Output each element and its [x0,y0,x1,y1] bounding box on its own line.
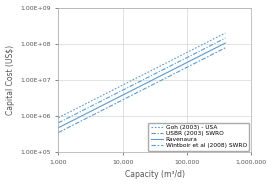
Goh (2003) - USA [123,83,126,85]
Ravenaura [177,65,181,68]
USBR (2003) SWRO [162,68,165,71]
Wintboir et al (2008) SWRO [123,98,126,100]
Goh (2003) - USA [77,106,80,109]
USBR (2003) SWRO [177,60,181,63]
Y-axis label: Capital Cost (US$): Capital Cost (US$) [5,45,15,115]
Goh (2003) - USA [162,63,165,65]
X-axis label: Capacity (m³/d): Capacity (m³/d) [125,170,185,179]
Goh (2003) - USA [224,32,227,34]
Line: Goh (2003) - USA: Goh (2003) - USA [58,33,225,118]
Line: Wintboir et al (2008) SWRO: Wintboir et al (2008) SWRO [58,48,225,132]
Ravenaura [57,127,60,129]
USBR (2003) SWRO [57,122,60,124]
Legend: Goh (2003) - USA, USBR (2003) SWRO, Ravenaura, Wintboir et al (2008) SWRO: Goh (2003) - USA, USBR (2003) SWRO, Rave… [148,123,249,151]
Ravenaura [111,99,115,101]
Wintboir et al (2008) SWRO [162,78,165,80]
Ravenaura [178,65,181,67]
Goh (2003) - USA [111,89,115,91]
Ravenaura [162,73,165,75]
Line: Ravenaura: Ravenaura [58,43,225,128]
USBR (2003) SWRO [111,94,115,96]
Wintboir et al (2008) SWRO [224,47,227,49]
Line: USBR (2003) SWRO: USBR (2003) SWRO [58,38,225,123]
Wintboir et al (2008) SWRO [177,70,181,73]
Wintboir et al (2008) SWRO [77,121,80,123]
Goh (2003) - USA [57,117,60,119]
USBR (2003) SWRO [77,112,80,114]
USBR (2003) SWRO [178,60,181,62]
Wintboir et al (2008) SWRO [57,131,60,134]
USBR (2003) SWRO [123,88,126,90]
USBR (2003) SWRO [224,37,227,39]
Ravenaura [77,116,80,119]
Wintboir et al (2008) SWRO [178,70,181,72]
Ravenaura [224,42,227,44]
Wintboir et al (2008) SWRO [111,104,115,106]
Goh (2003) - USA [177,56,181,58]
Goh (2003) - USA [178,55,181,57]
Ravenaura [123,93,126,95]
